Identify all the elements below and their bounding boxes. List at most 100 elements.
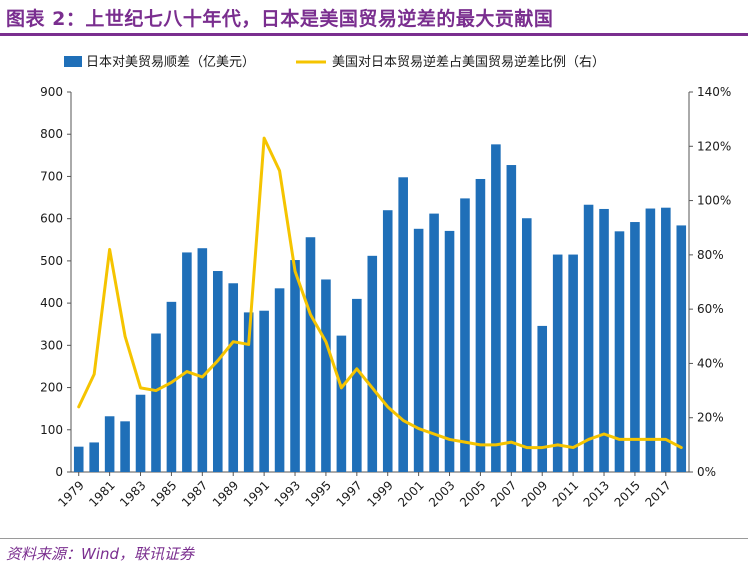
x-tick-label: 2003 — [426, 478, 457, 509]
ratio-point-2010 — [556, 443, 559, 447]
bar-1986 — [182, 252, 192, 472]
y-right-tick-label: 80% — [697, 248, 724, 262]
ratio-point-1994 — [309, 313, 312, 316]
bar-2011 — [568, 254, 578, 472]
ratio-point-1998 — [371, 386, 374, 390]
ratio-point-1987 — [201, 375, 204, 379]
bar-2008 — [521, 218, 532, 472]
bar-1997 — [352, 298, 362, 472]
bar-1985 — [166, 301, 177, 472]
ratio-point-2000 — [401, 419, 405, 422]
bar-1992 — [274, 288, 285, 472]
bar-1994 — [305, 237, 316, 472]
ratio-point-2002 — [432, 432, 436, 436]
ratio-point-1993 — [293, 269, 297, 273]
ratio-point-1981 — [108, 248, 111, 251]
bar-1979 — [73, 446, 84, 472]
ratio-point-2014 — [618, 438, 621, 441]
bar-1988 — [212, 271, 223, 472]
bar-1981 — [104, 416, 115, 472]
bar-2016 — [645, 208, 656, 472]
x-tick-label: 1999 — [364, 478, 395, 509]
x-tick-label: 2001 — [395, 478, 426, 509]
x-tick-label: 1979 — [55, 478, 86, 509]
x-tick-label: 1987 — [179, 478, 210, 509]
y-right-tick-label: 140% — [697, 85, 731, 99]
bar-2014 — [614, 231, 625, 472]
ratio-point-1980 — [92, 373, 96, 376]
bar-2006 — [491, 144, 501, 473]
x-tick-label: 1997 — [333, 478, 364, 509]
bar-2001 — [413, 228, 424, 472]
x-tick-label: 2009 — [519, 478, 550, 509]
bar-1995 — [321, 279, 331, 472]
ratio-point-2016 — [649, 438, 652, 441]
ratio-point-1986 — [185, 370, 189, 373]
bar-1993 — [290, 260, 300, 472]
bar-1984 — [151, 333, 161, 472]
ratio-point-1982 — [123, 335, 127, 338]
legend-label-bar: 日本对美贸易顺差（亿美元） — [86, 55, 255, 70]
ratio-point-1999 — [386, 405, 389, 409]
bar-1980 — [89, 442, 99, 472]
bar-2003 — [444, 230, 455, 472]
y-left-tick-label: 800 — [40, 127, 63, 141]
y-left-tick-label: 200 — [40, 381, 63, 395]
x-tick-label: 1985 — [148, 478, 179, 509]
bar-1982 — [120, 421, 130, 472]
ratio-point-2012 — [587, 438, 590, 441]
chart: 日本对美贸易顺差（亿美元） 美国对日本贸易逆差占美国贸易逆差比例（右） 0 100… — [40, 54, 731, 510]
ratio-point-2005 — [479, 443, 482, 447]
line-series — [77, 136, 683, 450]
x-tick-label: 2015 — [612, 478, 643, 509]
axes — [67, 91, 693, 476]
ratio-point-2004 — [463, 440, 467, 444]
bar-2007 — [506, 165, 517, 473]
ratio-point-2008 — [525, 446, 528, 449]
legend-swatch-bar — [64, 56, 82, 67]
bar-2013 — [599, 208, 609, 472]
y-right-tick-label: 20% — [697, 411, 724, 425]
source-divider — [0, 538, 748, 539]
bar-2005 — [475, 178, 486, 473]
bar-1989 — [228, 283, 239, 472]
x-tick-label: 2007 — [488, 478, 519, 509]
y-right-tick-label: 60% — [697, 302, 724, 316]
y-right-tick-label: 100% — [697, 194, 731, 208]
y-left-tick-label: 400 — [40, 296, 63, 310]
bar-series — [73, 144, 687, 473]
legend-label-line: 美国对日本贸易逆差占美国贸易逆差比例（右） — [332, 54, 605, 70]
ratio-point-1991 — [262, 136, 266, 140]
x-tick-label: 1995 — [303, 478, 334, 509]
ratio-point-2003 — [448, 438, 451, 441]
x-tick-label: 1991 — [241, 478, 272, 509]
bar-2002 — [429, 213, 439, 472]
ratio-point-1992 — [278, 169, 281, 172]
y-right-tick-label: 0% — [697, 465, 716, 479]
bar-2012 — [583, 204, 594, 473]
ratio-point-2001 — [417, 427, 420, 430]
y-right-tick-label: 40% — [697, 356, 724, 370]
ratio-point-2009 — [541, 446, 544, 449]
bar-2015 — [630, 222, 640, 472]
x-tick-label: 2011 — [550, 478, 581, 509]
bar-2017 — [661, 207, 671, 472]
ratio-point-1996 — [340, 386, 343, 390]
y-left-tick-label: 500 — [40, 254, 63, 268]
x-tick-label: 2013 — [581, 478, 612, 509]
bar-2000 — [398, 177, 408, 473]
ratio-line — [77, 136, 683, 450]
ratio-point-2006 — [494, 443, 498, 447]
x-tick-label: 1981 — [86, 478, 117, 509]
ratio-point-2018 — [680, 446, 683, 449]
bar-2010 — [552, 254, 563, 472]
bar-2009 — [537, 325, 548, 472]
ratio-point-2013 — [602, 432, 606, 436]
chart-title: 图表 2：上世纪七八十年代，日本是美国贸易逆差的最大贡献国 — [6, 8, 554, 30]
ratio-point-1989 — [232, 340, 235, 343]
ratio-point-1984 — [154, 389, 158, 392]
y-left-tick-label: 0 — [55, 465, 63, 479]
source-note: 资料来源：Wind，联讯证券 — [6, 545, 195, 563]
x-tick-label: 2005 — [457, 478, 488, 509]
bar-1990 — [243, 312, 254, 472]
